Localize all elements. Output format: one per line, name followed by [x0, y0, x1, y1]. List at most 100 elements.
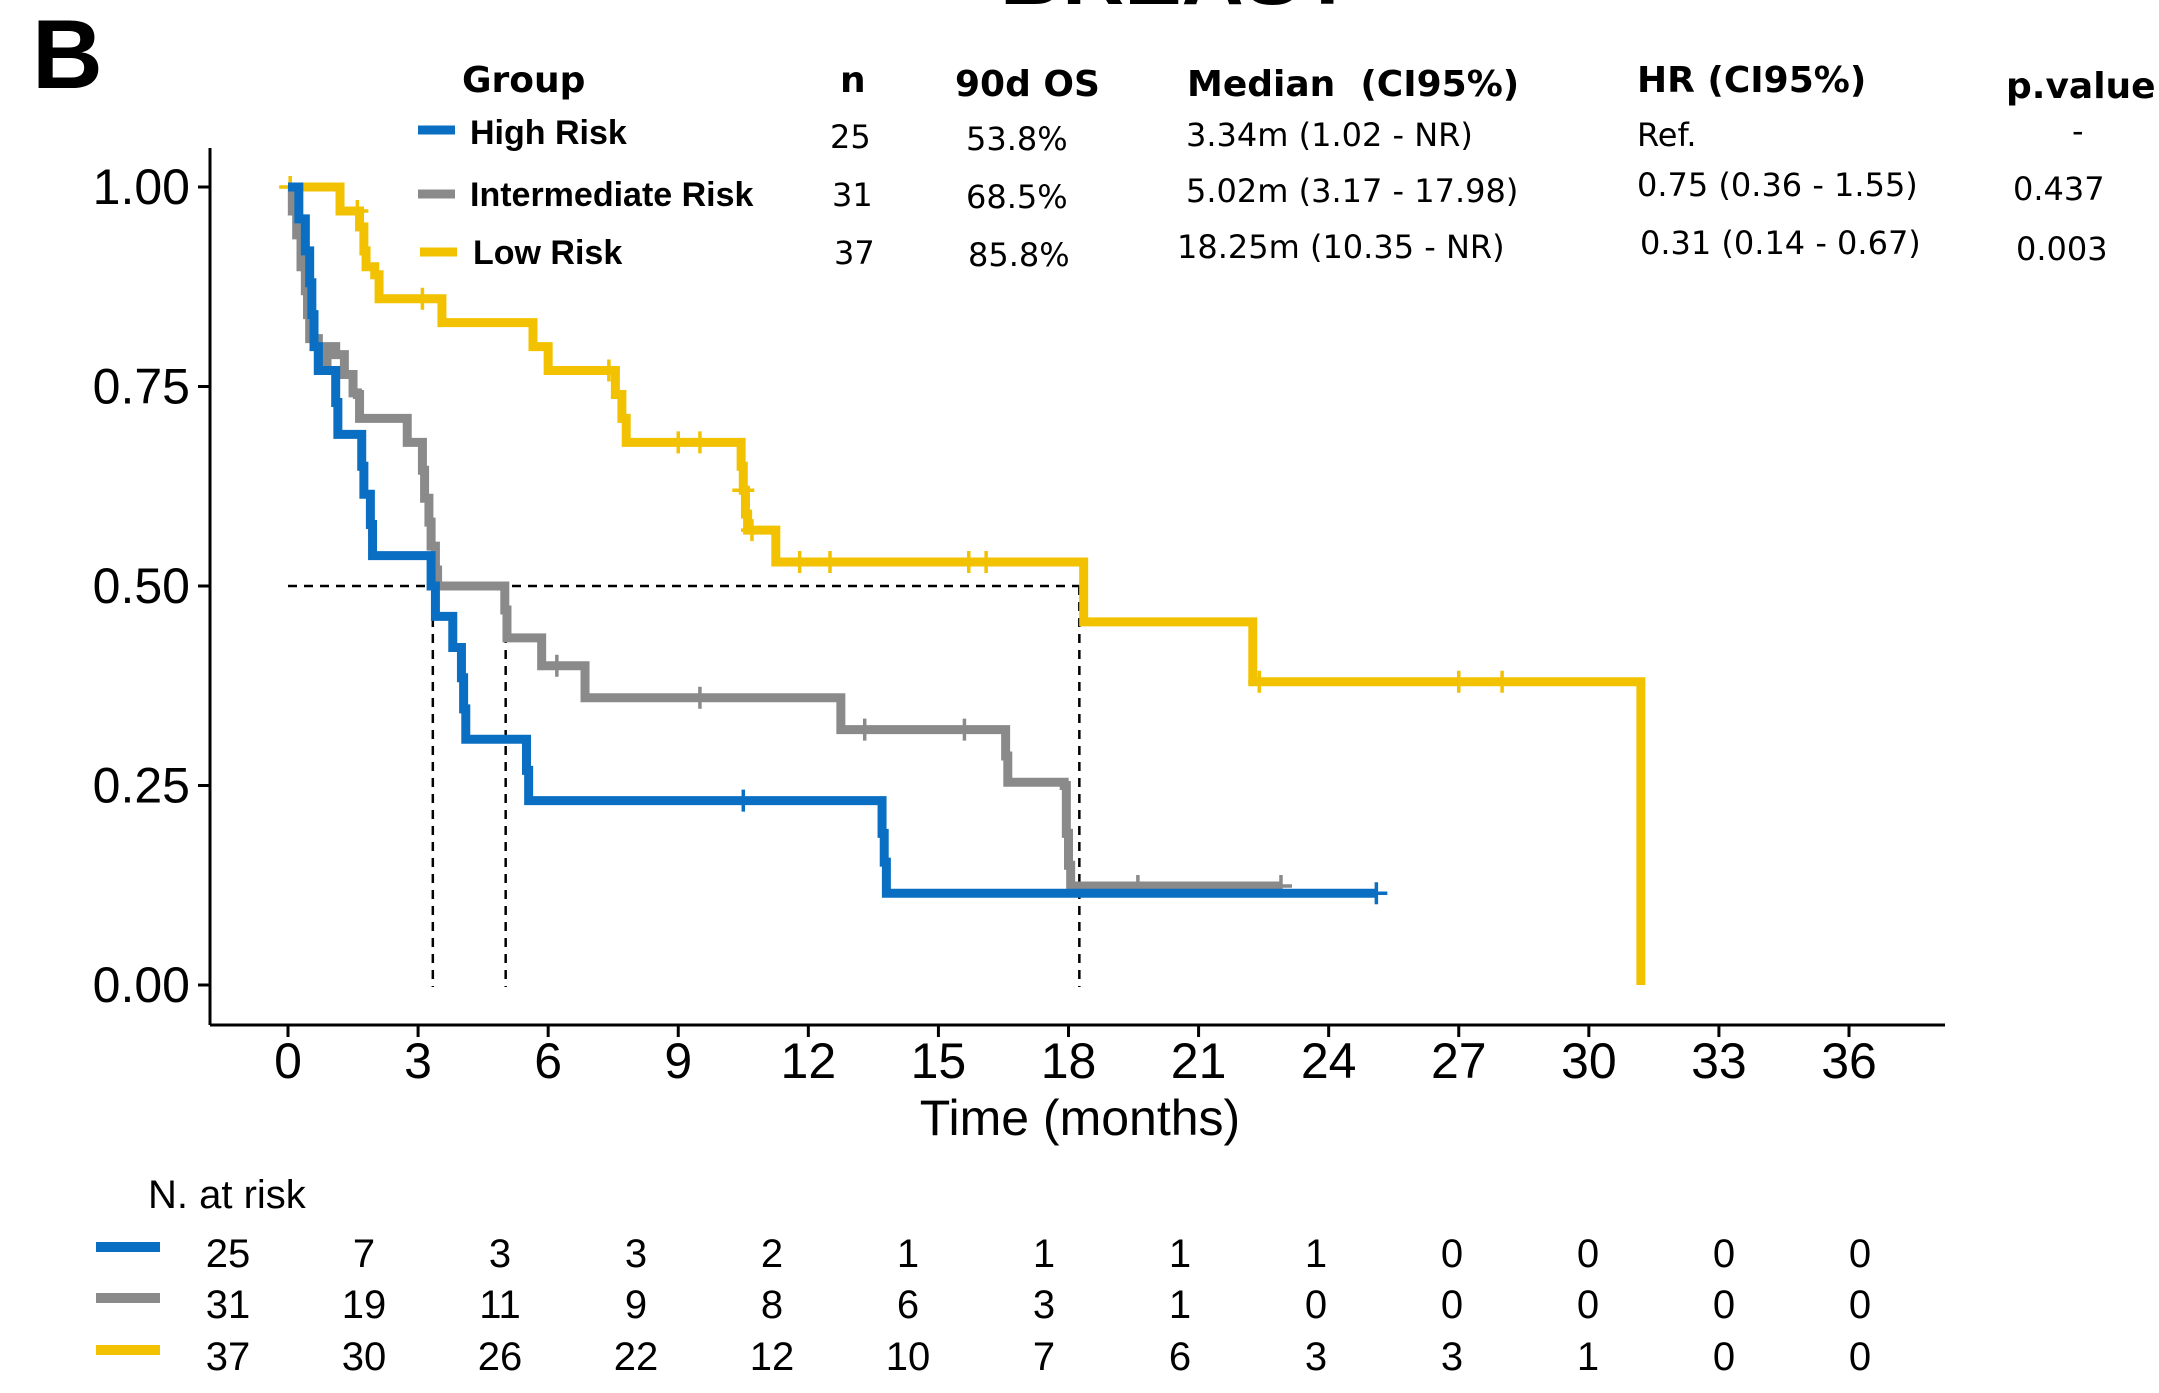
summary-table-header: Group n 90d OS Median (CI95%) HR (CI95%)…: [462, 60, 2156, 107]
censor-mark: [667, 431, 690, 454]
risk-cell: 1: [1169, 1232, 1191, 1276]
x-tick-label: 3: [404, 1033, 432, 1089]
row-low-median: 18.25m (10.35 - NR): [1177, 228, 1505, 266]
km-step-line: [288, 182, 1377, 898]
risk-cell: 3: [489, 1232, 511, 1276]
header-median: Median (CI95%): [1187, 64, 1519, 105]
x-axis-ticks: 0 3 6 9 12 15 18 21 24 27 30 33 36: [274, 1025, 1877, 1089]
y-tick-label: 0.75: [93, 359, 190, 415]
risk-cell: 3: [625, 1232, 647, 1276]
row-low-hr: 0.31 (0.14 - 0.67): [1640, 224, 1921, 262]
series-high-risk: [288, 182, 1388, 905]
risk-cell: 6: [1169, 1335, 1191, 1379]
risk-cell: 22: [614, 1335, 659, 1379]
risk-cell: 1: [1305, 1232, 1327, 1276]
x-tick-label: 24: [1301, 1033, 1357, 1089]
censor-mark: [732, 789, 755, 812]
header-90d-os: 90d OS: [955, 64, 1100, 105]
censor-mark: [1447, 670, 1470, 693]
row-low-group: Low Risk: [473, 234, 622, 272]
series-low-risk: [279, 176, 1646, 985]
risk-cell: 1: [1169, 1283, 1191, 1327]
x-tick-label: 30: [1561, 1033, 1617, 1089]
censor-mark: [740, 519, 763, 542]
risk-cell: 1: [1577, 1335, 1599, 1379]
km-step-line: [287, 182, 1281, 891]
row-low-os: 85.8%: [968, 236, 1070, 274]
header-hr: HR (CI95%): [1637, 60, 1866, 101]
censor-mark: [953, 718, 976, 741]
risk-cell: 0: [1441, 1232, 1463, 1276]
risk-cell: 0: [1577, 1232, 1599, 1276]
risk-cell: 26: [478, 1335, 523, 1379]
row-intermediate-median: 5.02m (3.17 - 17.98): [1186, 172, 1518, 210]
risk-row: 37 30 26 22 12 10 7 6 3 3 1 0 0: [96, 1335, 1871, 1379]
row-high-hr: Ref.: [1637, 116, 1697, 154]
y-axis-ticks: 0.00 0.25 0.50 0.75 1.00: [93, 159, 210, 1013]
risk-cell: 37: [206, 1335, 251, 1379]
row-high-os: 53.8%: [966, 120, 1068, 158]
median-reference-lines: [288, 584, 1081, 987]
risk-row: 25 7 3 3 2 1 1 1 1 0 0 0 0: [96, 1232, 1871, 1276]
risk-cell: 0: [1849, 1335, 1871, 1379]
risk-cell: 1: [897, 1232, 919, 1276]
km-step-line: [288, 182, 1646, 985]
header-n: n: [840, 60, 866, 101]
censor-mark: [819, 551, 842, 574]
risk-cell: 0: [1713, 1232, 1735, 1276]
risk-cell: 11: [479, 1283, 521, 1327]
risk-cell: 3: [1441, 1335, 1463, 1379]
row-high-n: 25: [830, 118, 871, 156]
row-intermediate-hr: 0.75 (0.36 - 1.55): [1637, 166, 1918, 204]
x-tick-label: 36: [1821, 1033, 1877, 1089]
risk-cell: 0: [1441, 1283, 1463, 1327]
risk-cell: 3: [1033, 1283, 1055, 1327]
risk-cell: 0: [1849, 1232, 1871, 1276]
x-tick-label: 15: [911, 1033, 967, 1089]
risk-table: 25 7 3 3 2 1 1 1 1 0 0 0 031 19 11 9 8 6 3 1 0 0 0 0 037 30 26 22 12…: [96, 1232, 1871, 1379]
summary-row-high: High Risk 25 53.8% 3.34m (1.02 - NR) Ref…: [418, 112, 2084, 158]
censor-mark: [788, 551, 811, 574]
panel-label: B: [32, 0, 103, 109]
censor-mark: [732, 479, 755, 502]
x-tick-label: 33: [1691, 1033, 1747, 1089]
risk-cell: 12: [750, 1335, 795, 1379]
risk-cell: 0: [1577, 1283, 1599, 1327]
x-tick-label: 9: [664, 1033, 692, 1089]
y-tick-label: 0.50: [93, 558, 190, 614]
censor-mark: [688, 431, 711, 454]
risk-cell: 19: [342, 1283, 387, 1327]
row-intermediate-n: 31: [832, 176, 873, 214]
row-intermediate-group: Intermediate Risk: [470, 176, 754, 214]
risk-cell: 0: [1305, 1283, 1327, 1327]
censor-mark: [411, 287, 434, 310]
row-high-group: High Risk: [470, 114, 627, 152]
x-tick-label: 21: [1171, 1033, 1227, 1089]
risk-row: 31 19 11 9 8 6 3 1 0 0 0 0 0: [96, 1283, 1871, 1327]
risk-cell: 31: [206, 1283, 251, 1327]
row-high-median: 3.34m (1.02 - NR): [1186, 116, 1473, 154]
row-intermediate-os: 68.5%: [966, 178, 1068, 216]
censor-mark: [597, 359, 620, 382]
x-axis-label: Time (months): [920, 1090, 1240, 1146]
y-tick-label: 1.00: [93, 159, 190, 215]
x-tick-label: 18: [1041, 1033, 1097, 1089]
x-tick-label: 12: [781, 1033, 837, 1089]
risk-cell: 30: [342, 1335, 387, 1379]
risk-cell: 0: [1713, 1335, 1735, 1379]
risk-cell: 1: [1033, 1232, 1055, 1276]
censor-mark: [545, 654, 568, 677]
censor-mark: [346, 199, 369, 222]
x-tick-label: 0: [274, 1033, 302, 1089]
risk-cell: 2: [761, 1232, 783, 1276]
risk-cell: 6: [897, 1283, 919, 1327]
chart-title: BREAST: [1000, 0, 1354, 23]
survival-curves: [279, 176, 1646, 985]
summary-row-low: Low Risk 37 85.8% 18.25m (10.35 - NR) 0.…: [420, 224, 2108, 274]
risk-cell: 9: [625, 1283, 647, 1327]
risk-cell: 3: [1305, 1335, 1327, 1379]
censor-mark: [1248, 670, 1271, 693]
row-high-p: -: [2072, 112, 2084, 150]
censor-mark: [975, 551, 998, 574]
